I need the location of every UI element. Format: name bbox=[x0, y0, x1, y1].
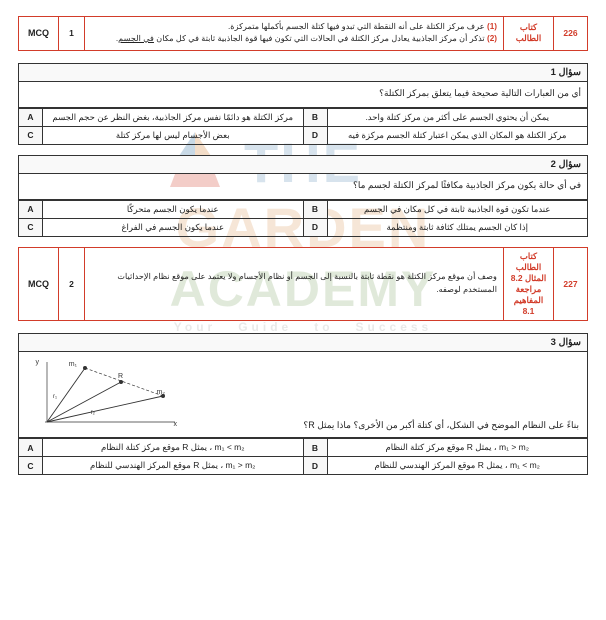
q3-opt-a-text: m₁ < m₂ ، يمثل R موقع مركز كتلة النظام bbox=[43, 439, 304, 457]
q2-opt-a-label[interactable]: A bbox=[19, 200, 43, 218]
q3-block: y x m₁ R m₂ r₁ r₂ بناءً على النظام الموض… bbox=[18, 352, 588, 439]
topic-box-227: 227 كتاب الطالب المثال 8.2 مراجعة المفاه… bbox=[18, 247, 588, 321]
q1-opt-d-label[interactable]: D bbox=[303, 126, 327, 144]
q2-opt-c-label[interactable]: C bbox=[19, 218, 43, 236]
topic-desc: وصف أن موقع مركز الكتلة هو نقطة ثابتة با… bbox=[85, 247, 504, 320]
q1-options: يمكن أن يحتوي الجسم على أكثر من مركز كتل… bbox=[18, 108, 588, 145]
q2-text: في أي حالة يكون مركز الجاذبية مكافئًا لم… bbox=[19, 174, 588, 200]
topic-box-226: 226 كتاب الطالب (1) عرف مركز الكتلة على … bbox=[18, 16, 588, 51]
svg-text:x: x bbox=[174, 421, 178, 428]
svg-text:r₁: r₁ bbox=[53, 394, 57, 400]
q3-diagram: y x m₁ R m₂ r₁ r₂ بناءً على النظام الموض… bbox=[19, 352, 588, 438]
q3-opt-c-label[interactable]: C bbox=[19, 457, 43, 475]
q2-head: سؤال 2 bbox=[18, 155, 588, 174]
q2-opt-b-text: عندما تكون قوة الجاذبية ثابتة في كل مكان… bbox=[327, 200, 588, 218]
topic-source: كتاب الطالب المثال 8.2 مراجعة المفاهيم 8… bbox=[504, 247, 554, 320]
svg-text:y: y bbox=[36, 359, 40, 366]
q3-head-label: سؤال 3 bbox=[19, 333, 588, 351]
topic-number: 227 bbox=[554, 247, 588, 320]
q1-opt-d-text: مركز الكتلة هو المكان الذي يمكن اعتبار ك… bbox=[327, 126, 588, 144]
topic-count: 2 bbox=[59, 247, 85, 320]
q3-opt-b-label[interactable]: B bbox=[303, 439, 327, 457]
q2-opt-a-text: عندما يكون الجسم متحركًا bbox=[43, 200, 304, 218]
svg-text:R: R bbox=[118, 373, 123, 380]
q1-opt-b-label[interactable]: B bbox=[303, 108, 327, 126]
q3-options: m₁ > m₂ ، يمثل R موقع مركز كتلة النظام B… bbox=[18, 438, 588, 475]
q3-opt-d-label[interactable]: D bbox=[303, 457, 327, 475]
q2-head-label: سؤال 2 bbox=[19, 155, 588, 173]
topic-number: 226 bbox=[554, 17, 588, 51]
q1-opt-b-text: يمكن أن يحتوي الجسم على أكثر من مركز كتل… bbox=[327, 108, 588, 126]
q1-opt-a-label[interactable]: A bbox=[19, 108, 43, 126]
svg-text:m₂: m₂ bbox=[156, 389, 165, 396]
topic-type: MCQ bbox=[19, 17, 59, 51]
q2-opt-d-label[interactable]: D bbox=[303, 218, 327, 236]
q3-opt-b-text: m₁ > m₂ ، يمثل R موقع مركز كتلة النظام bbox=[327, 439, 588, 457]
q3-text: بناءً على النظام الموضح في الشكل، أي كتل… bbox=[303, 420, 579, 431]
q1-head: سؤال 1 bbox=[18, 63, 588, 82]
topic-type: MCQ bbox=[19, 247, 59, 320]
svg-text:m₁: m₁ bbox=[69, 361, 78, 368]
q1-opt-a-text: مركز الكتلة هو دائمًا نفس مركز الجاذبية،… bbox=[43, 108, 304, 126]
q2-text-row: في أي حالة يكون مركز الجاذبية مكافئًا لم… bbox=[18, 174, 588, 200]
q1-text-row: أي من العبارات التالية صحيحة فيما يتعلق … bbox=[18, 82, 588, 108]
q2-opt-b-label[interactable]: B bbox=[303, 200, 327, 218]
topic-source: كتاب الطالب bbox=[504, 17, 554, 51]
q3-opt-d-text: m₁ < m₂ ، يمثل R موقع المركز الهندسي للن… bbox=[327, 457, 588, 475]
q1-head-label: سؤال 1 bbox=[19, 63, 588, 81]
q1-text: أي من العبارات التالية صحيحة فيما يتعلق … bbox=[19, 82, 588, 108]
q3-opt-c-text: m₁ > m₂ ، يمثل R موقع المركز الهندسي للن… bbox=[43, 457, 304, 475]
svg-text:r₂: r₂ bbox=[91, 410, 96, 416]
q1-opt-c-text: بعض الأجسام ليس لها مركز كتلة bbox=[43, 126, 304, 144]
topic-desc: (1) عرف مركز الكتلة على أنه النقطة التي … bbox=[85, 17, 504, 51]
q2-options: عندما تكون قوة الجاذبية ثابتة في كل مكان… bbox=[18, 200, 588, 237]
q3-opt-a-label[interactable]: A bbox=[19, 439, 43, 457]
q1-opt-c-label[interactable]: C bbox=[19, 126, 43, 144]
q2-opt-c-text: عندما يكون الجسم في الفراغ bbox=[43, 218, 304, 236]
topic-count: 1 bbox=[59, 17, 85, 51]
q3-head: سؤال 3 bbox=[18, 333, 588, 352]
q2-opt-d-text: إذا كان الجسم يمتلك كثافة ثابتة ومنتظمة bbox=[327, 218, 588, 236]
